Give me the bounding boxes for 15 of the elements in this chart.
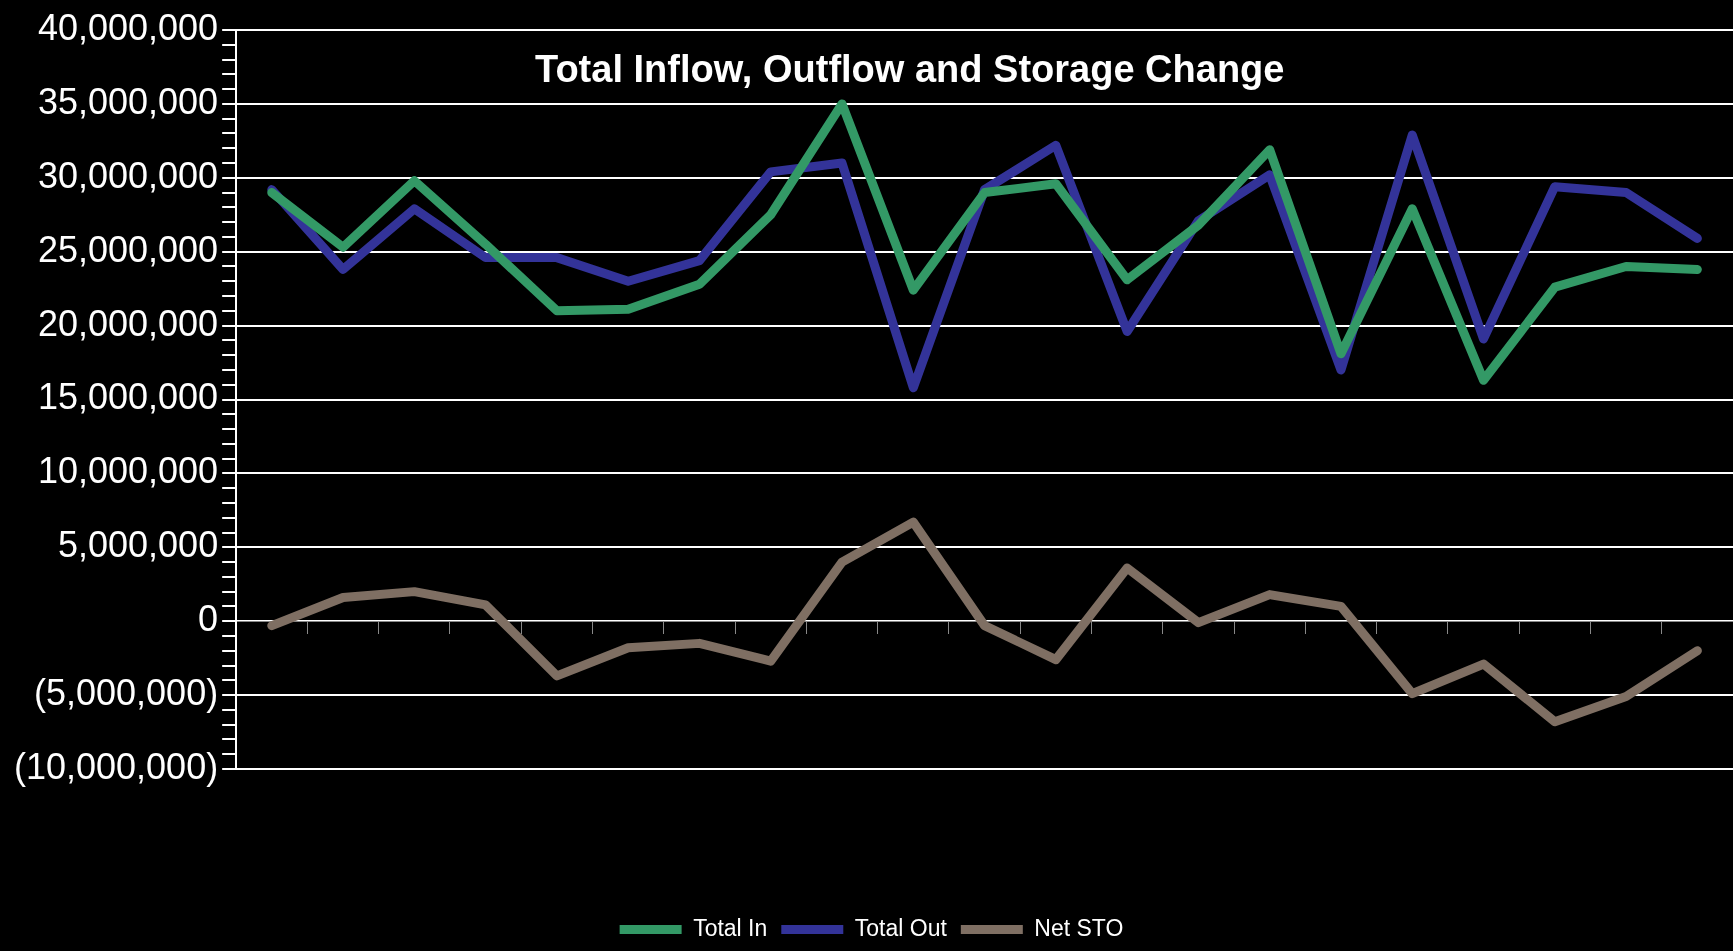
- text: Total Inflow, Outflow and Storage Change: [535, 48, 1285, 91]
- legend-label: Total In: [693, 914, 768, 941]
- y-tick-label: 40,000,000: [37, 6, 219, 48]
- y-tick-label: 20,000,000: [37, 302, 219, 344]
- y-tick-label: 15,000,000: [37, 376, 219, 418]
- y-tick-label: 10,000,000: [37, 450, 219, 492]
- y-tick-label: 25,000,000: [37, 228, 219, 270]
- y-tick-label: 5,000,000: [58, 524, 219, 566]
- y-tick-label: 0: [198, 598, 219, 640]
- y-tick-label: 30,000,000: [37, 154, 219, 196]
- y-tick-label: (5,000,000): [34, 672, 219, 714]
- legend-label: Total Out: [854, 914, 948, 941]
- legend-label: Net STO: [1034, 914, 1124, 941]
- y-tick-label: (10,000,000): [14, 745, 219, 787]
- y-tick-label: 35,000,000: [37, 80, 219, 122]
